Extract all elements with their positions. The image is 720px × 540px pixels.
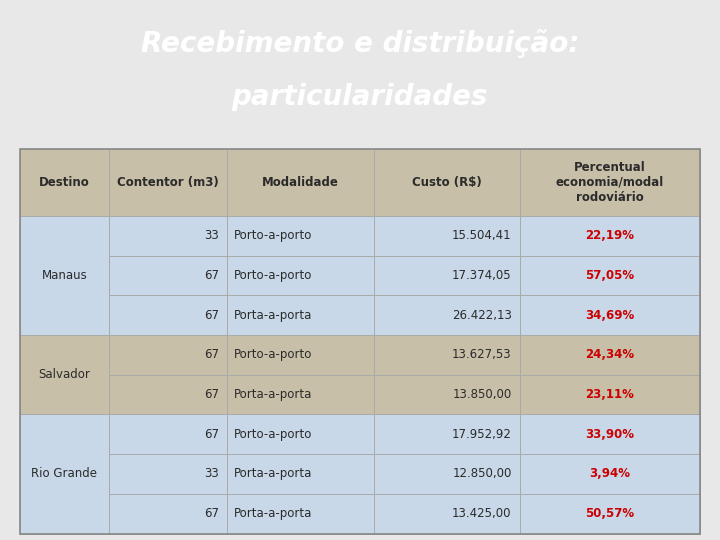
Bar	[374, 454, 520, 494]
Text: 67: 67	[204, 428, 220, 441]
Bar	[228, 335, 374, 375]
Text: 23,11%: 23,11%	[585, 388, 634, 401]
Bar	[374, 375, 520, 414]
Bar	[228, 375, 374, 414]
Bar	[20, 216, 109, 335]
Text: Destino: Destino	[39, 176, 90, 188]
Bar	[374, 414, 520, 454]
Bar	[20, 148, 109, 216]
Bar	[228, 216, 374, 255]
Bar	[228, 295, 374, 335]
Bar	[374, 216, 520, 255]
Text: 67: 67	[204, 388, 220, 401]
Bar	[228, 414, 374, 454]
Bar	[228, 494, 374, 534]
Text: Contentor (m3): Contentor (m3)	[117, 176, 219, 188]
Bar	[109, 295, 228, 335]
Text: 26.422,13: 26.422,13	[451, 309, 512, 322]
Text: Porto-a-porto: Porto-a-porto	[234, 230, 312, 242]
Text: 22,19%: 22,19%	[585, 230, 634, 242]
Bar	[109, 414, 228, 454]
Bar	[109, 255, 228, 295]
Text: 33: 33	[204, 468, 220, 481]
Text: 15.504,41: 15.504,41	[452, 230, 512, 242]
Bar	[520, 148, 700, 216]
Text: Recebimento e distribuição:: Recebimento e distribuição:	[140, 29, 580, 58]
Text: 33,90%: 33,90%	[585, 428, 634, 441]
Bar	[374, 295, 520, 335]
Text: Porta-a-porta: Porta-a-porta	[234, 468, 312, 481]
Text: Porta-a-porta: Porta-a-porta	[234, 309, 312, 322]
Text: 67: 67	[204, 507, 220, 520]
Text: 12.850,00: 12.850,00	[452, 468, 512, 481]
Text: particularidades: particularidades	[232, 83, 488, 111]
Bar	[520, 375, 700, 414]
Text: 13.627,53: 13.627,53	[452, 348, 512, 361]
Text: 67: 67	[204, 269, 220, 282]
Text: 50,57%: 50,57%	[585, 507, 634, 520]
Text: Rio Grande: Rio Grande	[32, 468, 97, 481]
Text: Manaus: Manaus	[42, 269, 87, 282]
Bar	[20, 335, 109, 414]
Bar	[520, 335, 700, 375]
Bar	[520, 454, 700, 494]
Bar	[228, 255, 374, 295]
Bar	[228, 148, 374, 216]
Text: Salvador: Salvador	[38, 368, 90, 381]
Text: 13.425,00: 13.425,00	[452, 507, 512, 520]
Text: Porto-a-porto: Porto-a-porto	[234, 269, 312, 282]
Text: 13.850,00: 13.850,00	[452, 388, 512, 401]
Text: Porto-a-porto: Porto-a-porto	[234, 428, 312, 441]
Bar	[109, 216, 228, 255]
Text: Custo (R$): Custo (R$)	[412, 176, 482, 188]
Text: Porto-a-porto: Porto-a-porto	[234, 348, 312, 361]
Text: 67: 67	[204, 309, 220, 322]
Bar	[109, 148, 228, 216]
Text: Porta-a-porta: Porta-a-porta	[234, 507, 312, 520]
Bar	[374, 255, 520, 295]
Text: 3,94%: 3,94%	[589, 468, 630, 481]
Bar	[109, 454, 228, 494]
Text: Percentual
economia/modal
rodoviário: Percentual economia/modal rodoviário	[556, 161, 664, 204]
Bar	[109, 375, 228, 414]
Bar	[109, 335, 228, 375]
Bar	[520, 216, 700, 255]
Text: Porta-a-porta: Porta-a-porta	[234, 388, 312, 401]
Text: 17.952,92: 17.952,92	[451, 428, 512, 441]
Bar	[520, 295, 700, 335]
Bar	[520, 414, 700, 454]
Bar	[374, 494, 520, 534]
Bar	[109, 494, 228, 534]
Bar	[20, 414, 109, 534]
Text: 67: 67	[204, 348, 220, 361]
Bar	[520, 494, 700, 534]
Text: 17.374,05: 17.374,05	[452, 269, 512, 282]
Text: 24,34%: 24,34%	[585, 348, 634, 361]
Bar	[228, 454, 374, 494]
Text: 33: 33	[204, 230, 220, 242]
Bar	[520, 255, 700, 295]
Text: Modalidade: Modalidade	[262, 176, 339, 188]
Text: 57,05%: 57,05%	[585, 269, 634, 282]
Text: 34,69%: 34,69%	[585, 309, 634, 322]
Bar	[374, 148, 520, 216]
Bar	[374, 335, 520, 375]
